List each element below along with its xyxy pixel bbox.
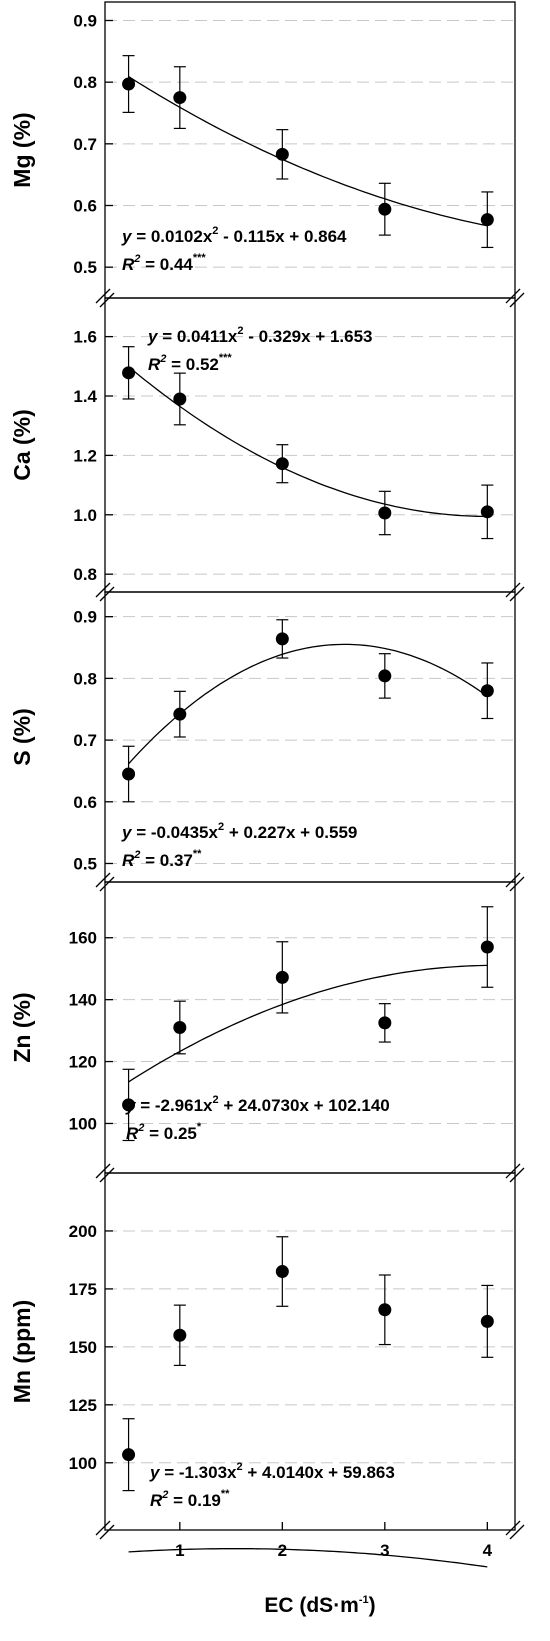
data-point <box>173 392 187 406</box>
x-axis: 1 2 3 4 <box>175 1522 493 1560</box>
y-tick-label: 1.2 <box>73 446 97 465</box>
y-tick-label: 0.7 <box>73 135 97 154</box>
y-axis-label: Mn (ppm) <box>9 1300 35 1403</box>
y-tick-label: 175 <box>69 1280 97 1299</box>
data-point <box>378 1016 392 1030</box>
y-tick-label: 125 <box>69 1396 97 1415</box>
regression-equation: y = -2.961x2 + 24.0730x + 102.140 <box>125 1094 390 1115</box>
data-point <box>378 202 392 216</box>
data-point <box>173 707 187 721</box>
data-point <box>378 669 392 683</box>
y-tick-label: 150 <box>69 1338 97 1357</box>
axis-break <box>95 1520 525 1540</box>
y-tick-label: 1.0 <box>73 506 97 525</box>
y-tick-label: 140 <box>69 991 97 1010</box>
axis-break <box>95 582 525 602</box>
y-tick-label: 100 <box>69 1454 97 1473</box>
data-point <box>122 1448 136 1462</box>
y-tick-label: 120 <box>69 1053 97 1072</box>
y-tick-label: 0.5 <box>73 854 97 873</box>
data-point <box>275 970 289 984</box>
data-point <box>275 1265 289 1279</box>
panel-1: 0.5 0.6 0.7 0.8 0.9 Mg (%) y = 0.0102x2 - 0.11… <box>9 1 525 308</box>
data-point <box>275 632 289 646</box>
fit-curve <box>128 643 488 765</box>
y-tick-label: 200 <box>69 1222 97 1241</box>
x-axis-label: EC (dS·m-1) <box>264 1594 375 1617</box>
axis-break <box>95 872 525 892</box>
y-tick-label: 0.9 <box>73 12 97 31</box>
r-squared: R2 = 0.19** <box>150 1488 230 1510</box>
data-point <box>480 505 494 519</box>
data-point <box>275 147 289 161</box>
r-squared: R2 = 0.44*** <box>122 252 206 274</box>
regression-equation: y = 0.0102x2 - 0.115x + 0.864 <box>121 225 347 246</box>
y-tick-label: 0.5 <box>73 258 97 277</box>
panel-2: 0.8 1.0 1.2 1.4 1.6 Ca (%) y = 0.0411x2 - 0.32… <box>9 297 525 602</box>
data-point <box>122 1098 136 1112</box>
y-axis-label: Mg (%) <box>9 112 35 187</box>
data-point <box>480 213 494 227</box>
x-tick-label: 1 <box>175 1541 184 1560</box>
panels: 0.5 0.6 0.7 0.8 0.9 Mg (%) y = 0.0102x2 - 0.11… <box>9 1 525 1568</box>
r-squared: R2 = 0.52*** <box>148 352 232 374</box>
y-axis-label: Ca (%) <box>9 409 35 481</box>
y-tick-label: 0.9 <box>73 608 97 627</box>
x-tick-label: 3 <box>380 1541 389 1560</box>
fit-curve <box>128 1548 488 1568</box>
panel-frame <box>104 1172 516 1531</box>
regression-equation: y = -1.303x2 + 4.0140x + 59.863 <box>149 1461 395 1482</box>
regression-equation: y = 0.0411x2 - 0.329x + 1.653 <box>147 325 373 346</box>
y-tick-label: 0.6 <box>73 197 97 216</box>
panel-5: 100 125 150 175 200 Mn (ppm) y = -1.303x2 + 4.… <box>9 1172 525 1568</box>
data-point <box>480 684 494 698</box>
y-axis-label: Zn (%) <box>9 992 35 1062</box>
data-point <box>122 77 136 91</box>
panel-frame <box>104 1 516 299</box>
regression-equation: y = -0.0435x2 + 0.227x + 0.559 <box>121 821 357 842</box>
data-point <box>378 506 392 520</box>
y-tick-label: 0.8 <box>73 565 97 584</box>
axis-break <box>95 288 525 308</box>
axis-break <box>95 1163 525 1183</box>
x-tick-label: 4 <box>483 1541 493 1560</box>
y-tick-label: 1.4 <box>73 387 97 406</box>
data-point <box>122 366 136 380</box>
y-tick-label: 0.8 <box>73 669 97 688</box>
y-tick-label: 0.7 <box>73 731 97 750</box>
r-squared: R2 = 0.37** <box>122 848 202 870</box>
r-squared: R2 = 0.25* <box>126 1121 202 1143</box>
data-point <box>173 1021 187 1034</box>
data-point <box>275 457 289 471</box>
y-tick-label: 0.8 <box>73 73 97 92</box>
fit-curve <box>128 366 488 518</box>
y-tick-label: 160 <box>69 929 97 948</box>
y-tick-label: 0.6 <box>73 793 97 812</box>
y-axis-label: S (%) <box>9 708 35 766</box>
fit-curve <box>128 964 488 1083</box>
panel-4: 100 120 140 160 Zn (%) y = -2.961x2 + 24.0730… <box>9 881 525 1183</box>
data-point <box>173 1328 187 1342</box>
y-tick-label: 1.6 <box>73 328 97 347</box>
data-point <box>480 1314 494 1328</box>
data-point <box>480 940 494 954</box>
data-point <box>173 91 187 105</box>
fit-curve <box>128 76 488 227</box>
x-tick-label: 2 <box>278 1541 287 1560</box>
data-point <box>122 767 136 781</box>
y-tick-label: 100 <box>69 1114 97 1133</box>
panel-3: 0.5 0.6 0.7 0.8 0.9 S (%) y = -0.0435x2 + 0.22… <box>9 591 525 892</box>
data-point <box>378 1303 392 1317</box>
